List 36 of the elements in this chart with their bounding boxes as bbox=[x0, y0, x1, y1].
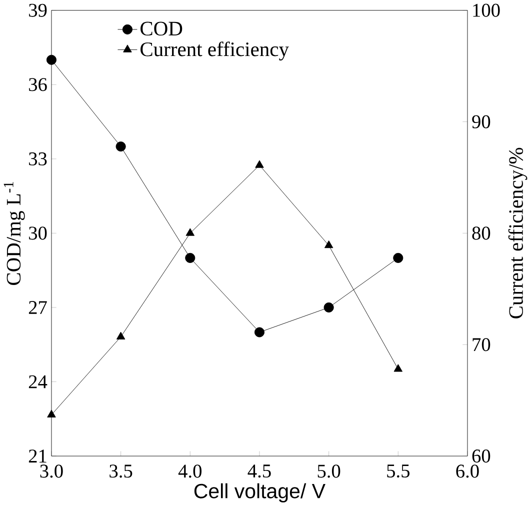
point bbox=[324, 240, 334, 248]
y2-tick-label: 90 bbox=[472, 115, 490, 128]
point bbox=[116, 141, 126, 152]
point bbox=[186, 228, 195, 236]
legend-label: COD bbox=[140, 22, 182, 36]
point bbox=[255, 160, 264, 168]
y-tick-label: 21 bbox=[28, 450, 46, 462]
y2-tick-label: 60 bbox=[472, 449, 490, 462]
point bbox=[46, 54, 56, 65]
point bbox=[393, 252, 404, 263]
y-tick-label: 36 bbox=[29, 78, 47, 92]
x-tick-label: 6.0 bbox=[456, 464, 479, 478]
legend-label: Current efficiency bbox=[140, 42, 289, 60]
x-tick-label: 4.0 bbox=[178, 464, 202, 478]
x-axis-title: Cell voltage/ V bbox=[194, 483, 326, 502]
point bbox=[394, 364, 403, 372]
y-tick-label: 39 bbox=[29, 4, 47, 17]
y-tick-label: 27 bbox=[28, 300, 47, 314]
y-tick-label: 24 bbox=[28, 375, 48, 388]
point bbox=[254, 327, 264, 338]
y2-axis-title: Current efficiency/% bbox=[508, 148, 528, 318]
x-tick-label: 4.5 bbox=[248, 464, 271, 478]
point bbox=[324, 302, 334, 312]
point bbox=[185, 252, 196, 263]
y2-tick-label: 80 bbox=[472, 226, 490, 240]
x-tick-label: 5.0 bbox=[318, 464, 340, 478]
point bbox=[116, 332, 126, 340]
x-tick-label: 3.5 bbox=[110, 464, 132, 478]
y-tick-label: 30 bbox=[29, 226, 47, 240]
y2-tick-label: 70 bbox=[472, 338, 490, 352]
y2-tick-label: 100 bbox=[473, 4, 500, 17]
y-axis-title: COD/mg L$^{-1}$ bbox=[4, 182, 25, 285]
x-tick-label: 5.5 bbox=[387, 464, 410, 478]
point bbox=[47, 410, 56, 418]
x-tick-label: 3.0 bbox=[40, 464, 63, 478]
y-tick-label: 33 bbox=[29, 152, 47, 166]
